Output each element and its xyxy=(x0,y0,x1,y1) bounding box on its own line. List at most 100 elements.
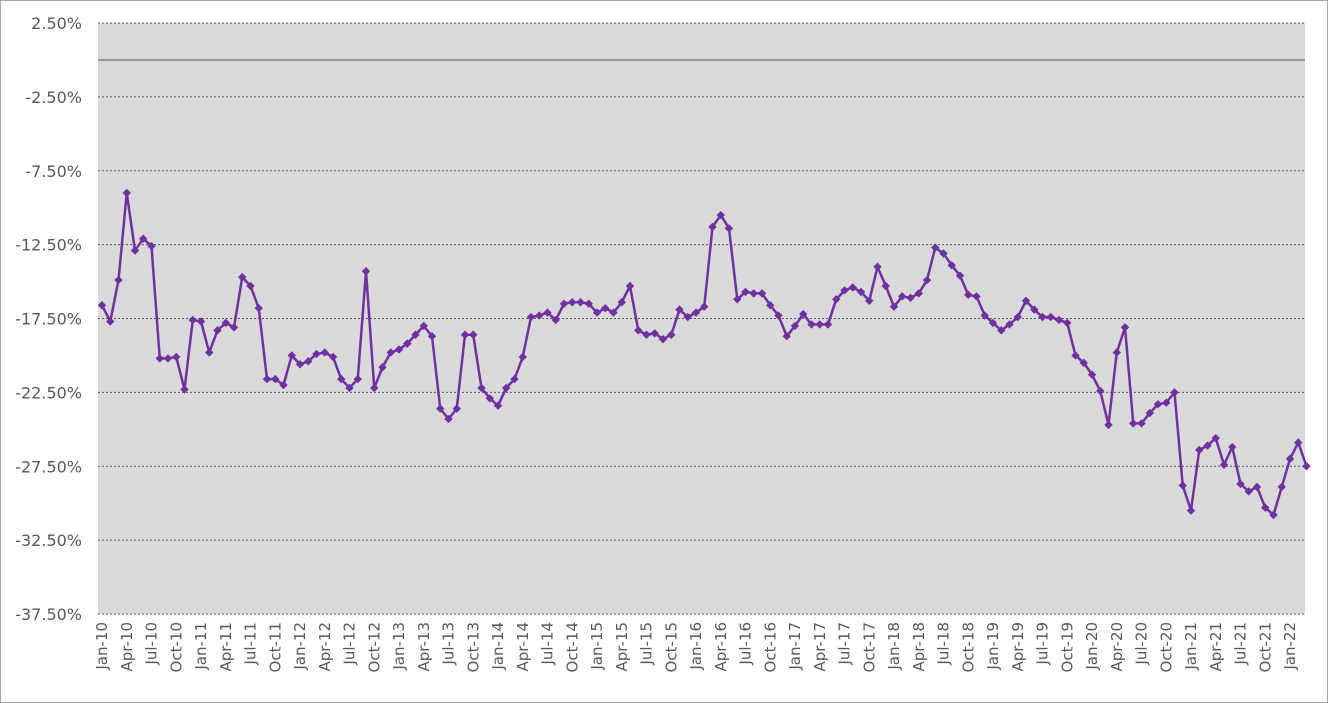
x-tick-label: Apr-18 xyxy=(910,622,928,672)
data-point xyxy=(221,318,230,328)
x-tick-label: Jan-22 xyxy=(1281,622,1299,671)
x-tick-label: Jan-16 xyxy=(687,622,705,671)
data-point xyxy=(370,383,379,393)
data-point xyxy=(757,289,767,298)
data-point xyxy=(832,295,841,304)
data-point xyxy=(1294,438,1303,447)
data-point xyxy=(617,298,626,307)
x-tick-label: Oct-18 xyxy=(959,622,977,672)
y-tick-label: -22.50% xyxy=(15,383,82,402)
data-point xyxy=(196,317,206,326)
data-point xyxy=(749,289,758,298)
data-point xyxy=(535,311,544,320)
data-point xyxy=(1038,312,1047,322)
data-point xyxy=(997,326,1006,335)
data-point xyxy=(139,234,148,243)
data-point xyxy=(922,275,932,285)
x-tick-label: Jan-19 xyxy=(984,622,1002,671)
data-point xyxy=(980,311,989,320)
data-point xyxy=(238,272,247,282)
data-point xyxy=(1252,482,1262,492)
x-tick-label: Jan-13 xyxy=(390,622,408,671)
data-point xyxy=(1269,510,1278,520)
data-point xyxy=(386,348,395,357)
data-point xyxy=(551,315,560,325)
data-point xyxy=(337,374,346,384)
data-point xyxy=(254,303,263,313)
x-tick-label: Oct-19 xyxy=(1058,622,1076,672)
data-point xyxy=(559,299,569,308)
data-point xyxy=(865,296,874,305)
data-point xyxy=(889,302,899,311)
x-tick-label: Oct-12 xyxy=(365,622,383,672)
y-tick-label: -32.50% xyxy=(15,531,82,550)
data-point xyxy=(906,293,915,303)
x-tick-label: Jan-15 xyxy=(588,622,606,671)
x-tick-label: Jul-21 xyxy=(1232,622,1250,666)
data-point xyxy=(568,298,577,307)
x-tick-label: Jan-17 xyxy=(786,622,804,671)
data-point xyxy=(213,326,222,335)
data-point xyxy=(1285,454,1295,464)
data-point xyxy=(477,383,486,393)
data-point xyxy=(964,290,973,300)
x-tick-label: Jan-20 xyxy=(1083,622,1101,671)
data-point xyxy=(295,360,305,369)
y-tick-label: 2.50% xyxy=(31,14,82,33)
data-point xyxy=(1219,460,1229,469)
data-point xyxy=(205,348,214,357)
x-tick-label: Jul-11 xyxy=(242,622,260,666)
data-point xyxy=(716,210,725,220)
x-tick-label: Apr-15 xyxy=(613,622,631,672)
data-point xyxy=(97,301,107,310)
x-tick-label: Jan-18 xyxy=(885,622,903,671)
data-point xyxy=(180,385,189,394)
x-tick-label: Apr-12 xyxy=(316,622,334,672)
data-point xyxy=(790,321,800,331)
y-tick-label: -7.50% xyxy=(25,162,82,181)
data-point xyxy=(848,283,857,292)
data-point xyxy=(1145,408,1154,418)
data-point xyxy=(493,401,503,410)
data-point xyxy=(584,299,593,308)
data-point xyxy=(1071,351,1080,360)
x-tick-label: Jul-18 xyxy=(935,622,953,666)
data-point xyxy=(394,345,404,354)
x-tick-label: Jan-14 xyxy=(489,622,507,671)
data-point xyxy=(988,318,998,328)
data-point xyxy=(1120,323,1130,332)
data-point xyxy=(271,374,280,384)
data-point xyxy=(1228,442,1237,452)
x-tick-label: Apr-17 xyxy=(811,622,829,672)
data-point xyxy=(601,303,610,313)
data-point xyxy=(708,222,717,232)
x-tick-label: Oct-14 xyxy=(563,622,581,672)
x-tick-label: Jul-10 xyxy=(143,622,161,666)
data-point xyxy=(576,298,585,307)
x-tick-label: Jul-14 xyxy=(539,622,557,666)
data-point xyxy=(155,354,164,363)
data-point xyxy=(1302,462,1311,471)
x-tick-label: Jul-13 xyxy=(440,622,458,666)
data-point xyxy=(287,351,296,360)
x-tick-label: Jan-12 xyxy=(291,622,309,671)
x-tick-label: Apr-14 xyxy=(514,622,532,672)
data-point xyxy=(469,330,478,339)
data-point xyxy=(650,329,659,338)
data-point xyxy=(262,374,272,384)
data-point xyxy=(172,352,181,362)
x-tick-label: Jul-20 xyxy=(1133,622,1151,666)
y-tick-label: -2.50% xyxy=(25,88,82,107)
data-point xyxy=(1195,445,1204,455)
data-point xyxy=(799,309,808,319)
data-point xyxy=(460,330,470,339)
data-point xyxy=(1005,320,1014,329)
data-point xyxy=(1021,296,1031,305)
data-point xyxy=(667,330,676,339)
x-tick-label: Apr-11 xyxy=(217,622,235,672)
data-point xyxy=(683,312,692,322)
data-point xyxy=(163,354,173,363)
x-tick-label: Oct-13 xyxy=(464,622,482,672)
data-point xyxy=(229,323,239,332)
x-tick-label: Jan-11 xyxy=(192,622,210,671)
